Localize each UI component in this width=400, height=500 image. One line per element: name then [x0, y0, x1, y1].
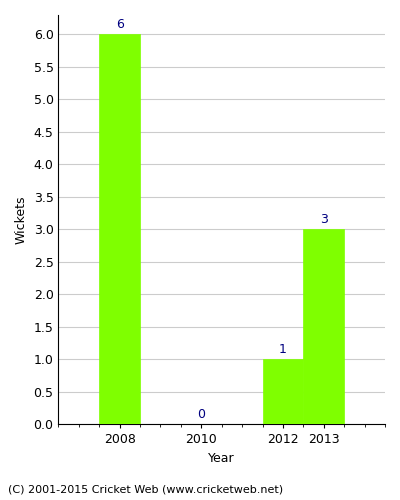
Y-axis label: Wickets: Wickets: [15, 196, 28, 244]
Bar: [262, 360, 303, 424]
Text: 3: 3: [320, 212, 328, 226]
Bar: [303, 230, 344, 424]
Text: (C) 2001-2015 Cricket Web (www.cricketweb.net): (C) 2001-2015 Cricket Web (www.cricketwe…: [8, 485, 283, 495]
Text: 0: 0: [197, 408, 205, 420]
Text: 6: 6: [116, 18, 124, 30]
Bar: [99, 34, 140, 424]
Text: 1: 1: [279, 342, 287, 355]
X-axis label: Year: Year: [208, 452, 235, 465]
